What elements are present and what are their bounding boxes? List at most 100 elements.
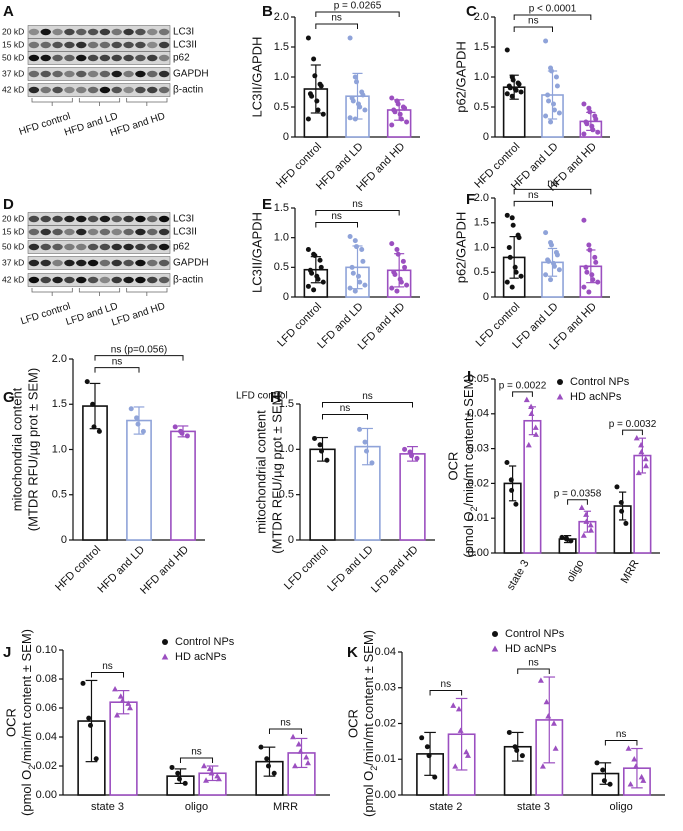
data-point	[537, 677, 544, 683]
significance-bracket	[604, 740, 638, 746]
y-tick-label: 0.02	[375, 717, 396, 729]
data-point	[295, 741, 302, 747]
size-label: 50 kD	[2, 241, 24, 251]
data-point	[510, 222, 516, 228]
significance-bracket	[90, 671, 125, 678]
protein-label: GAPDH	[173, 69, 209, 80]
bar	[170, 430, 196, 541]
data-point	[91, 424, 97, 430]
blot-band	[76, 259, 87, 267]
group-bracket	[31, 288, 73, 296]
y-tick-label: 0.00	[36, 789, 57, 801]
significance-bracket	[315, 11, 400, 17]
blot-band	[158, 215, 170, 223]
data-point	[528, 410, 535, 416]
blot-band	[76, 276, 87, 284]
data-point	[297, 748, 304, 754]
y-tick-label: 1.5	[279, 398, 294, 410]
x-tick-label: oligo	[185, 801, 208, 813]
blot-band	[64, 86, 75, 94]
data-point	[583, 511, 590, 517]
data-point	[86, 715, 92, 721]
blot-band	[28, 28, 40, 36]
significance-label: ns	[340, 403, 351, 414]
blot-band	[64, 243, 75, 251]
data-point	[581, 284, 587, 290]
blot-band	[99, 86, 111, 94]
blot-band	[123, 276, 134, 284]
data-point	[509, 93, 515, 99]
data-point	[140, 428, 146, 434]
data-point	[518, 273, 524, 279]
data-point	[631, 756, 638, 762]
blot-band	[99, 259, 111, 267]
panel-letter: I	[467, 368, 471, 385]
data-point	[543, 272, 549, 278]
y-axis-label-part: 2	[469, 506, 479, 511]
data-point	[126, 704, 133, 711]
blot-band	[87, 54, 99, 62]
data-point	[510, 77, 516, 83]
data-point	[581, 217, 587, 223]
y-axis-label-part: (pmol O	[361, 771, 376, 817]
data-point	[552, 745, 559, 751]
blot-band	[135, 276, 146, 284]
data-point	[556, 110, 562, 116]
data-point	[550, 720, 557, 726]
blot-band	[64, 215, 75, 223]
blot-strip	[27, 256, 171, 270]
data-point	[352, 238, 358, 244]
data-point	[455, 706, 462, 712]
data-point	[347, 285, 353, 291]
data-point	[584, 269, 590, 275]
data-point	[523, 396, 530, 403]
y-tick-label: 1.5	[474, 217, 489, 229]
panel-letter: C	[466, 3, 477, 20]
blot-band	[28, 276, 40, 284]
data-point	[389, 241, 395, 247]
blot-band	[99, 215, 111, 223]
y-tick-label: 0.00	[375, 789, 396, 801]
data-point	[553, 74, 559, 80]
significance-label: p = 0.0022	[499, 381, 547, 392]
y-tick-label: 0.08	[36, 673, 57, 685]
data-point	[419, 735, 425, 741]
data-point	[564, 536, 570, 542]
significance-bracket	[315, 221, 358, 228]
blot-band	[135, 28, 146, 36]
size-label: 15 kD	[2, 226, 24, 236]
data-point	[395, 251, 401, 257]
group-bracket	[78, 288, 121, 296]
blot-band	[87, 228, 99, 236]
data-point	[638, 448, 645, 455]
y-tick-label: 1.0	[474, 241, 489, 253]
blot-band	[28, 215, 40, 223]
y-axis-label: (pmol O2/min/mt content ± SEM)	[361, 630, 379, 817]
blot-band	[135, 215, 146, 223]
data-point	[125, 700, 132, 706]
data-point	[635, 469, 642, 476]
y-tick-label: 0	[283, 291, 289, 303]
blot-band	[99, 276, 111, 284]
blot-band	[52, 228, 63, 236]
data-point	[303, 754, 310, 760]
data-point	[319, 448, 324, 454]
protein-label: p62	[173, 53, 190, 64]
data-point	[349, 264, 355, 270]
significance-bracket	[512, 391, 533, 397]
data-point	[80, 680, 86, 686]
data-point	[404, 282, 410, 288]
significance-bracket	[513, 200, 553, 207]
data-point	[305, 116, 311, 122]
blot-band	[64, 41, 75, 49]
data-point	[169, 764, 175, 770]
data-point	[93, 756, 99, 762]
blot-band	[111, 243, 122, 251]
data-point	[426, 753, 432, 759]
significance-bracket	[315, 209, 400, 216]
data-point	[347, 233, 353, 239]
data-point	[311, 287, 317, 293]
y-axis-label-part: (pmol O	[19, 770, 34, 816]
data-point	[452, 763, 459, 769]
data-point	[504, 212, 510, 218]
